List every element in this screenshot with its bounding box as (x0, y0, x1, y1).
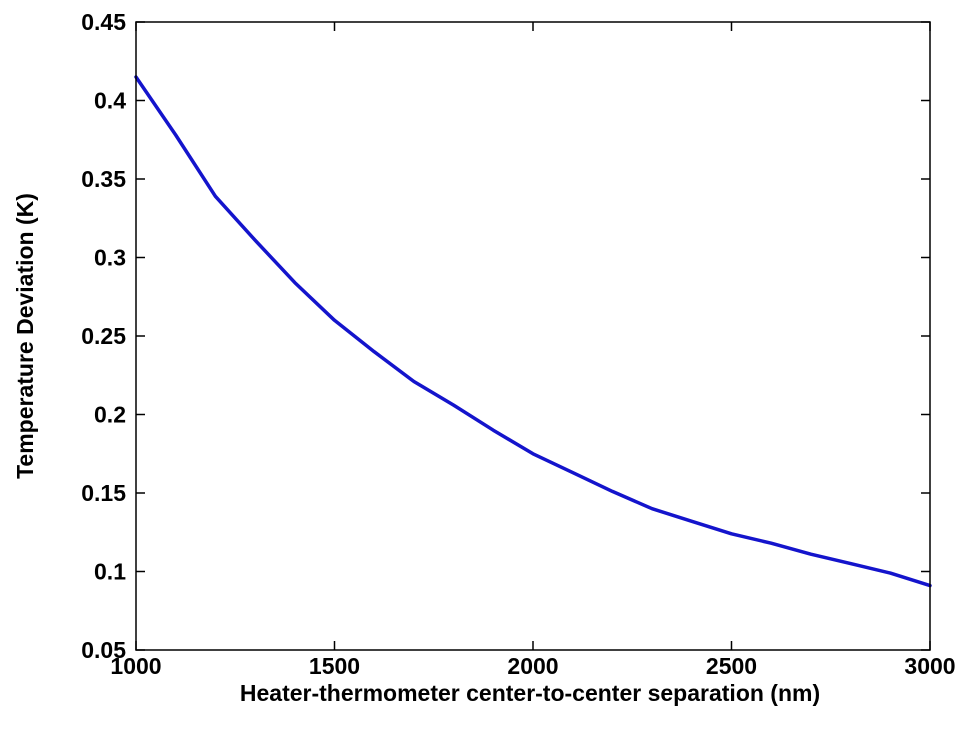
x-tick-label: 2000 (507, 653, 558, 679)
series-layer (134, 75, 932, 588)
y-axis-title: Temperature Deviation (K) (12, 193, 38, 479)
x-tick-label: 1000 (110, 653, 161, 679)
x-axis-title: Heater-thermometer center-to-center sepa… (240, 680, 820, 706)
y-tick-label: 0.1 (94, 559, 126, 585)
y-tick-label: 0.15 (81, 480, 126, 506)
y-tick-label: 0.35 (81, 166, 126, 192)
series-line-0 (134, 75, 932, 588)
y-tick-label: 0.4 (94, 88, 126, 114)
y-tick-labels: 0.05 0.1 0.15 0.2 0.25 0.3 0.35 0.4 0.45 (81, 9, 126, 663)
x-tick-label: 2500 (706, 653, 757, 679)
y-tick-label: 0.05 (81, 637, 126, 663)
y-tick-label: 0.2 (94, 402, 126, 428)
x-tick-label: 3000 (904, 653, 955, 679)
y-tick-label: 0.25 (81, 323, 126, 349)
ticks-layer (135, 21, 931, 651)
y-tick-label: 0.45 (81, 9, 126, 35)
plot-area (136, 22, 930, 650)
x-tick-label: 1500 (309, 653, 360, 679)
x-tick-labels: 1000 1500 2000 2500 3000 (110, 653, 955, 679)
y-tick-label: 0.3 (94, 245, 126, 271)
